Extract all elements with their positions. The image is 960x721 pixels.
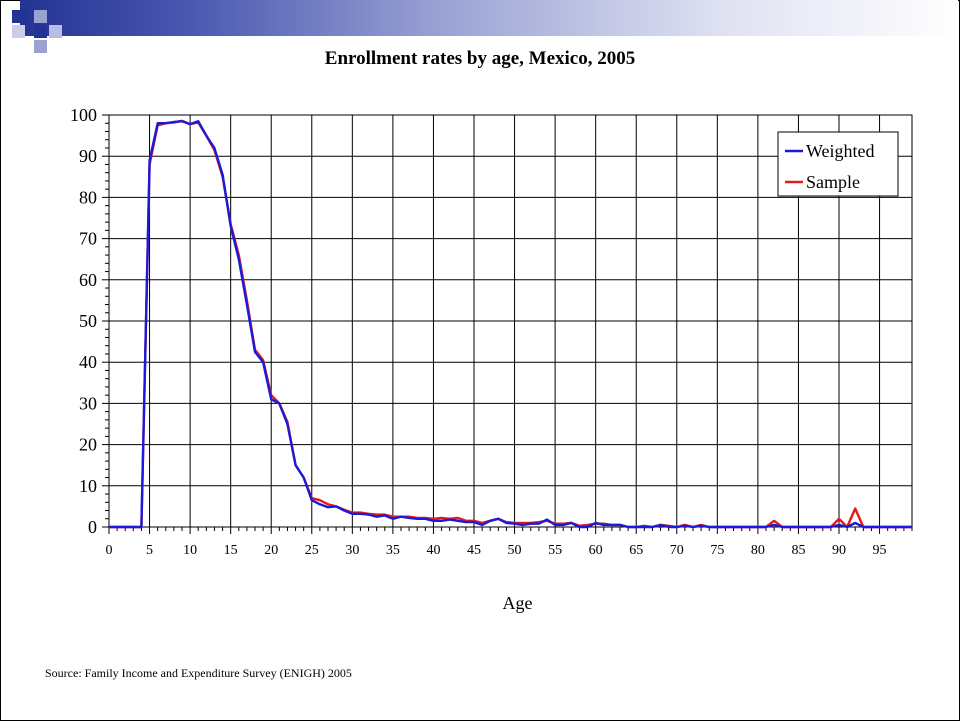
- y-tick-label: 100: [70, 105, 97, 125]
- decor-square-1: [12, 10, 25, 23]
- source-note: Source: Family Income and Expenditure Su…: [45, 666, 352, 680]
- title-bar-gradient: [20, 0, 958, 36]
- x-tick-label: 65: [629, 543, 643, 558]
- y-tick-label: 20: [79, 435, 97, 455]
- x-tick-label: 60: [589, 543, 603, 558]
- x-tick-label: 5: [146, 543, 153, 558]
- decor-square-6: [34, 40, 47, 53]
- x-axis-label: Age: [503, 593, 533, 613]
- y-tick-label: 0: [88, 517, 97, 537]
- legend-label-sample: Sample: [806, 172, 860, 192]
- y-tick-label: 80: [79, 187, 97, 207]
- x-tick-label: 35: [386, 543, 400, 558]
- x-tick-label: 95: [873, 543, 887, 558]
- x-tick-label: 10: [183, 543, 197, 558]
- y-tick-label: 90: [79, 146, 97, 166]
- y-tick-label: 30: [79, 393, 97, 413]
- x-tick-label: 45: [467, 543, 481, 558]
- x-tick-label: 80: [751, 543, 765, 558]
- x-tick-label: 20: [264, 543, 278, 558]
- x-tick-label: 25: [305, 543, 319, 558]
- x-tick-label: 55: [548, 543, 562, 558]
- x-tick-label: 85: [791, 543, 805, 558]
- decor-square-4: [12, 25, 25, 38]
- x-tick-label: 50: [508, 543, 522, 558]
- x-tick-label: 0: [106, 543, 113, 558]
- y-tick-label: 60: [79, 270, 97, 290]
- legend-label-weighted: Weighted: [806, 141, 875, 161]
- series-line-weighted: [109, 119, 912, 529]
- x-tick-label: 90: [832, 543, 846, 558]
- decor-square-3: [34, 25, 47, 38]
- x-tick-label: 15: [224, 543, 238, 558]
- x-tick-label: 70: [670, 543, 684, 558]
- x-tick-label: 30: [345, 543, 359, 558]
- chart-title: Enrollment rates by age, Mexico, 2005: [324, 48, 636, 69]
- x-tick-label: 75: [710, 543, 724, 558]
- x-tick-label: 40: [426, 543, 440, 558]
- decor-square-2: [34, 10, 47, 23]
- y-tick-label: 40: [79, 352, 97, 372]
- legend: Weighted Sample: [777, 131, 899, 197]
- legend-box: [777, 131, 899, 197]
- decor-square-5: [49, 25, 62, 38]
- y-tick-label: 50: [79, 311, 97, 331]
- y-tick-label: 70: [79, 229, 97, 249]
- y-tick-label: 10: [79, 476, 97, 496]
